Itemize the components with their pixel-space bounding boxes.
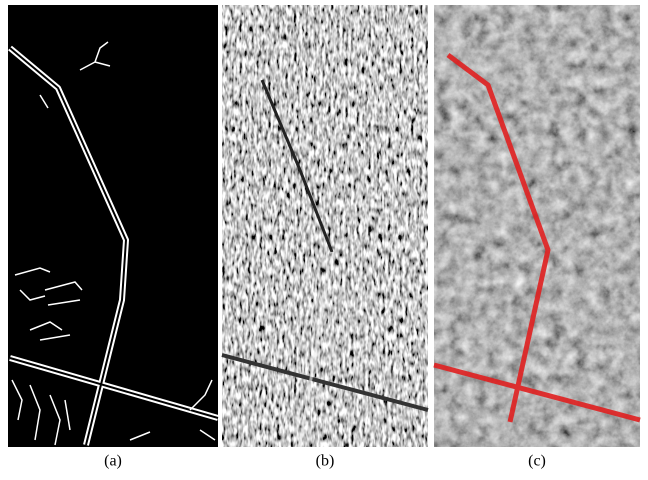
caption: (b) bbox=[316, 453, 335, 470]
caption: (a) bbox=[104, 453, 122, 470]
caption: (c) bbox=[528, 453, 546, 470]
panel-c bbox=[434, 5, 640, 447]
panel-b bbox=[222, 5, 428, 447]
panel-a bbox=[8, 5, 218, 447]
figure: (a) (b) (c) bbox=[0, 0, 648, 475]
